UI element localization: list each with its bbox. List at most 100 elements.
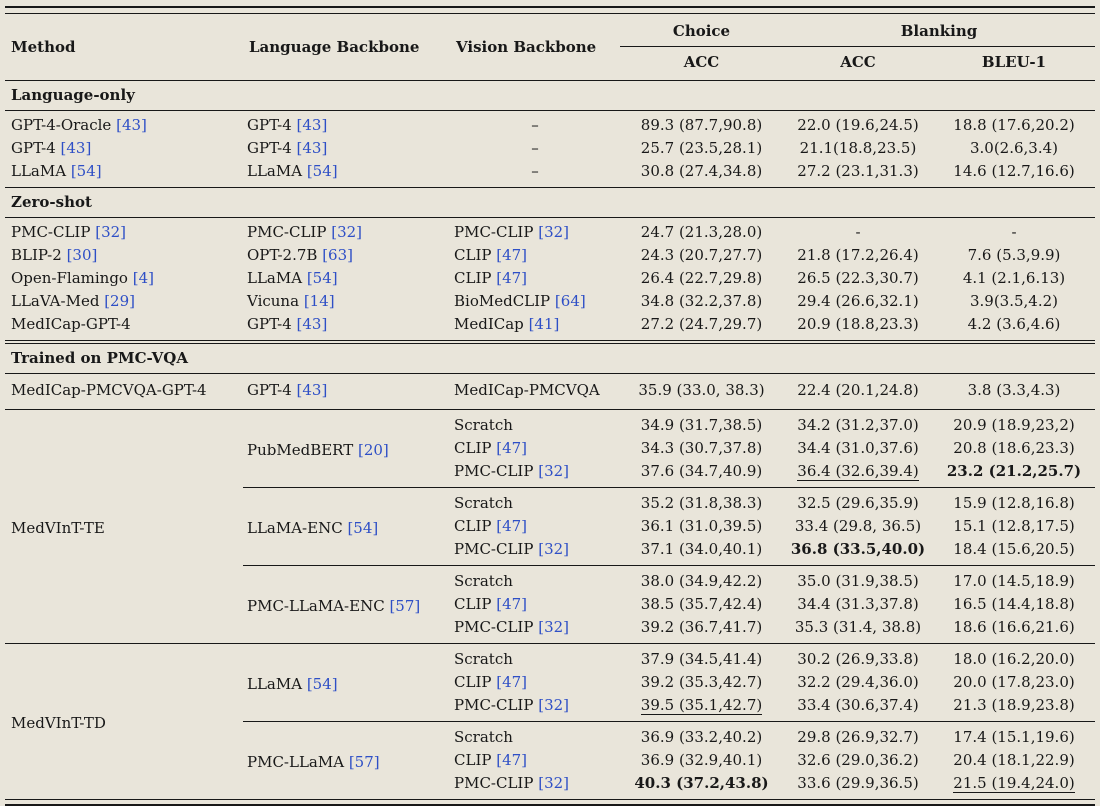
citation-link[interactable]: [43] <box>296 139 328 157</box>
citation-link[interactable]: [43] <box>296 315 328 333</box>
table-row: CLIP [47] 36.1 (31.0,39.5) 33.4 (29.8, 36.… <box>5 515 1095 538</box>
language-backbone-cell: PMC-CLIP [32] <box>247 223 363 241</box>
citation-link[interactable]: [20] <box>357 441 389 459</box>
citation-link[interactable]: [63] <box>322 246 353 264</box>
blanking-acc-cell: 33.6 (29.9,36.5) <box>797 774 919 792</box>
citation-link[interactable]: [30] <box>66 246 98 264</box>
language-backbone-group-label: LLaMA-ENC [54] <box>243 487 450 566</box>
citation-link[interactable]: [47] <box>496 246 528 264</box>
choice-acc-cell: 39.5 (35.1,42.7) <box>640 696 763 715</box>
citation-link[interactable]: [47] <box>496 517 528 535</box>
table-bottom-rule <box>5 799 1095 806</box>
vision-backbone-cell: Scratch <box>450 409 620 437</box>
citation-link[interactable]: [54] <box>70 162 102 180</box>
citation-link[interactable]: [54] <box>306 269 338 287</box>
language-backbone-cell: GPT-4 [43] <box>247 116 328 134</box>
table-row: PMC-CLIP [32] 37.1 (34.0,40.1) 36.8 (33.5,… <box>5 538 1095 566</box>
section-header: Zero-shot <box>5 187 1095 218</box>
citation-link[interactable]: [47] <box>496 269 528 287</box>
language-backbone-cell: GPT-4 [43] <box>247 381 328 399</box>
citation-link[interactable]: [57] <box>389 597 421 615</box>
vision-backbone-cell: Scratch <box>450 721 620 749</box>
method-cell: MedICap-GPT-4 <box>11 315 131 333</box>
vision-backbone-cell: CLIP [47] <box>454 673 528 691</box>
choice-acc-cell: 36.9 (32.9,40.1) <box>640 751 763 769</box>
citation-link[interactable]: [14] <box>303 292 335 310</box>
method-cell: LLaMA [54] <box>11 162 102 180</box>
blanking-acc-cell: 30.2 (26.9,33.8) <box>783 643 933 671</box>
choice-acc-cell: 34.8 (32.2,37.8) <box>640 292 763 310</box>
blanking-acc-cell: 32.2 (29.4,36.0) <box>797 673 919 691</box>
method-cell: BLIP-2 [30] <box>11 246 98 264</box>
vision-backbone-cell: – <box>531 139 539 157</box>
method-cell: PMC-CLIP [32] <box>11 223 127 241</box>
vision-backbone-cell: – <box>531 116 539 134</box>
table-row: LLaMA [54] LLaMA [54] – 30.8 (27.4,34.8) 27.… <box>5 160 1095 188</box>
table-row: BLIP-2 [30] OPT-2.7B [63] CLIP [47] 24.3 (2… <box>5 244 1095 267</box>
citation-link[interactable]: [64] <box>554 292 586 310</box>
citation-link[interactable]: [43] <box>296 381 328 399</box>
table-row: MedICap-GPT-4 GPT-4 [43] MedICap [41] 27.2 … <box>5 313 1095 342</box>
blanking-acc-cell: 32.5 (29.6,35.9) <box>783 487 933 515</box>
bleu1-cell: 4.2 (3.6,4.6) <box>967 315 1061 333</box>
language-backbone-cell: GPT-4 [43] <box>247 315 328 333</box>
citation-link[interactable]: [32] <box>538 540 570 558</box>
vision-backbone-cell: MedICap [41] <box>454 315 560 333</box>
blanking-acc-cell: 29.8 (26.9,32.7) <box>783 721 933 749</box>
vision-backbone-cell: Scratch <box>450 487 620 515</box>
choice-acc-cell: 27.2 (24.7,29.7) <box>640 315 763 333</box>
vision-backbone-cell: BioMedCLIP [64] <box>454 292 586 310</box>
citation-link[interactable]: [32] <box>538 223 570 241</box>
blanking-acc-cell: 34.2 (31.2,37.0) <box>783 409 933 437</box>
citation-link[interactable]: [41] <box>528 315 560 333</box>
citation-link[interactable]: [32] <box>331 223 363 241</box>
table-row: PMC-CLIP [32] 37.6 (34.7,40.9) 36.4 (32.6,… <box>5 460 1095 488</box>
column-header-bleu1: BLEU-1 <box>933 46 1095 81</box>
choice-acc-cell: 89.3 (87.7,90.8) <box>640 116 763 134</box>
bleu1-cell: 3.0(2.6,3.4) <box>969 139 1059 157</box>
bleu1-cell: 17.0 (14.5,18.9) <box>933 565 1095 593</box>
choice-acc-cell: 36.9 (33.2,40.2) <box>620 721 783 749</box>
table-row: Trained on PMC-VQA <box>5 340 1095 374</box>
citation-link[interactable]: [47] <box>496 439 528 457</box>
citation-link[interactable]: [43] <box>296 116 328 134</box>
vision-backbone-cell: PMC-CLIP [32] <box>454 462 570 480</box>
table-row: MedICap-PMCVQA-GPT-4 GPT-4 [43] MedICap-PM… <box>5 374 1095 410</box>
choice-acc-cell: 38.0 (34.9,42.2) <box>620 565 783 593</box>
choice-acc-cell: 37.1 (34.0,40.1) <box>640 540 763 558</box>
citation-link[interactable]: [4] <box>132 269 154 287</box>
choice-acc-cell: 26.4 (22.7,29.8) <box>640 269 763 287</box>
citation-link[interactable]: [54] <box>347 519 379 537</box>
citation-link[interactable]: [47] <box>496 595 528 613</box>
vision-backbone-cell: CLIP [47] <box>454 595 528 613</box>
language-backbone-group-label: LLaMA [54] <box>243 643 450 722</box>
citation-link[interactable]: [32] <box>538 618 570 636</box>
table-row: PMC-LLaMA-ENC [57] Scratch 38.0 (34.9,42.2… <box>5 565 1095 644</box>
blanking-acc-cell: - <box>855 223 861 241</box>
table-row: GPT-4-Oracle [43] GPT-4 [43] – 89.3 (87.7,9… <box>5 111 1095 138</box>
blanking-acc-cell: 35.0 (31.9,38.5) <box>783 565 933 593</box>
citation-link[interactable]: [54] <box>306 675 338 693</box>
citation-link[interactable]: [57] <box>348 753 380 771</box>
bleu1-cell: 20.0 (17.8,23.0) <box>953 673 1075 691</box>
bleu1-cell: 18.0 (16.2,20.0) <box>933 643 1095 671</box>
citation-link[interactable]: [43] <box>116 116 147 134</box>
bleu1-cell: 3.8 (3.3,4.3) <box>967 381 1061 399</box>
table-body: Language-only GPT-4-Oracle [43] GPT-4 [43]… <box>5 80 1095 799</box>
blanking-acc-cell: 36.8 (33.5,40.0) <box>790 540 926 558</box>
citation-link[interactable]: [32] <box>95 223 127 241</box>
vision-backbone-cell: CLIP [47] <box>454 269 528 287</box>
vision-backbone-cell: PMC-CLIP [32] <box>454 618 570 636</box>
citation-link[interactable]: [54] <box>306 162 338 180</box>
table-header: Method Language Backbone Vision Backbone… <box>5 14 1095 81</box>
citation-link[interactable]: [43] <box>60 139 92 157</box>
citation-link[interactable]: [32] <box>538 774 570 792</box>
choice-acc-cell: 35.9 (33.0, 38.3) <box>638 381 765 399</box>
table-row: CLIP [47] 36.9 (32.9,40.1) 32.6 (29.0,36.2… <box>5 749 1095 772</box>
citation-link[interactable]: [47] <box>496 751 528 769</box>
blanking-acc-cell: 32.6 (29.0,36.2) <box>797 751 919 769</box>
citation-link[interactable]: [29] <box>104 292 135 310</box>
citation-link[interactable]: [32] <box>538 696 570 714</box>
citation-link[interactable]: [47] <box>496 673 528 691</box>
citation-link[interactable]: [32] <box>538 462 570 480</box>
